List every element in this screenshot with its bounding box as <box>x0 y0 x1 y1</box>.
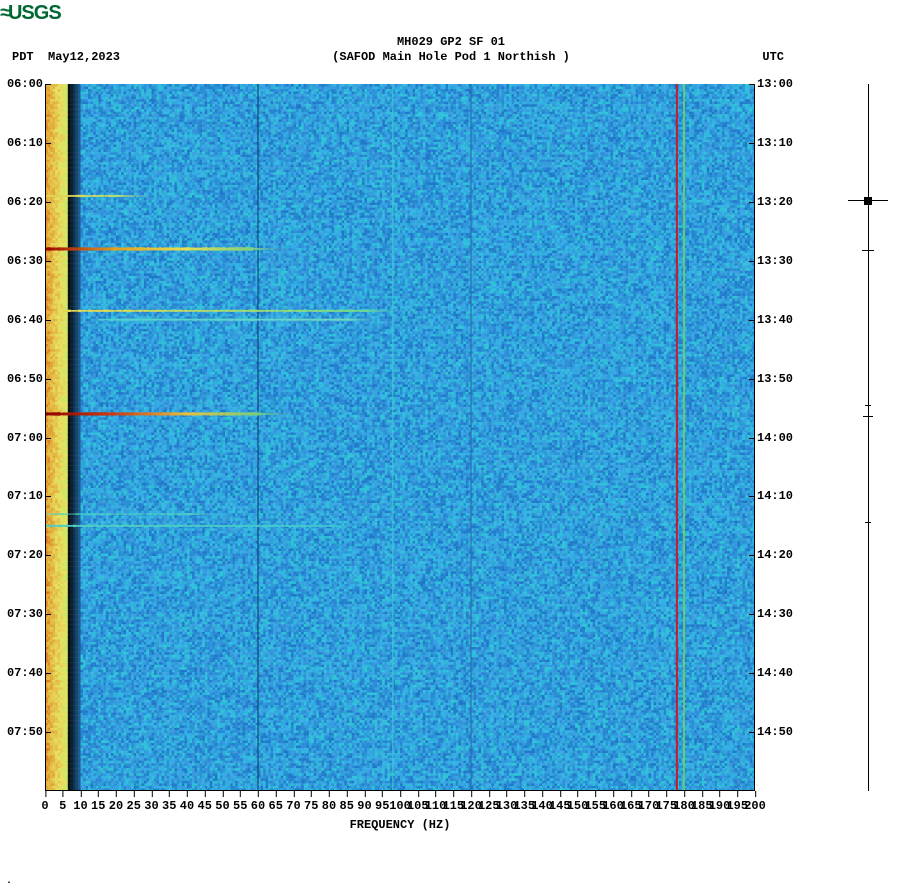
trace-blip <box>862 250 874 251</box>
x-tick: 90 <box>357 791 371 813</box>
x-tick: 50 <box>215 791 229 813</box>
x-tick: 35 <box>162 791 176 813</box>
y-tick-left: 07:50 <box>7 726 45 738</box>
x-tick: 55 <box>233 791 247 813</box>
footer-mark: . <box>6 876 12 887</box>
date-label: May12,2023 <box>48 50 120 64</box>
usgs-logo: ≈USGS <box>0 2 61 25</box>
y-tick-left: 06:40 <box>7 314 45 326</box>
y-tick-right: 13:10 <box>755 137 793 149</box>
x-tick: 20 <box>109 791 123 813</box>
x-tick: 40 <box>180 791 194 813</box>
y-axis-right: 13:0013:1013:2013:3013:4013:5014:0014:10… <box>755 84 810 791</box>
x-tick: 25 <box>127 791 141 813</box>
x-tick: 5 <box>59 791 66 813</box>
y-tick-right: 14:00 <box>755 432 793 444</box>
y-tick-left: 06:30 <box>7 255 45 267</box>
trace-blip <box>864 197 872 205</box>
y-tick-right: 14:50 <box>755 726 793 738</box>
title-line-1: MH029 GP2 SF 01 <box>0 35 902 49</box>
y-tick-left: 06:00 <box>7 78 45 90</box>
x-tick: 200 <box>744 791 766 813</box>
x-tick: 60 <box>251 791 265 813</box>
x-tick: 70 <box>286 791 300 813</box>
trace-blip <box>863 416 873 417</box>
y-tick-right: 14:10 <box>755 490 793 502</box>
x-tick: 0 <box>41 791 48 813</box>
x-tick: 10 <box>73 791 87 813</box>
spectrogram-plot <box>45 84 755 791</box>
y-tick-left: 06:10 <box>7 137 45 149</box>
y-tick-right: 14:40 <box>755 667 793 679</box>
x-tick: 30 <box>144 791 158 813</box>
x-tick: 15 <box>91 791 105 813</box>
x-tick: 85 <box>340 791 354 813</box>
y-axis-left: 06:0006:1006:2006:3006:4006:5007:0007:10… <box>0 84 45 791</box>
x-tick: 95 <box>375 791 389 813</box>
y-tick-left: 07:30 <box>7 608 45 620</box>
x-axis: 0510152025303540455055606570758085909510… <box>45 791 755 821</box>
x-tick: 65 <box>269 791 283 813</box>
x-axis-label: FREQUENCY (HZ) <box>45 818 755 832</box>
y-tick-right: 13:20 <box>755 196 793 208</box>
y-tick-right: 13:30 <box>755 255 793 267</box>
y-tick-left: 07:00 <box>7 432 45 444</box>
y-tick-left: 07:10 <box>7 490 45 502</box>
y-tick-right: 13:00 <box>755 78 793 90</box>
x-tick: 45 <box>198 791 212 813</box>
x-tick: 80 <box>322 791 336 813</box>
y-tick-right: 14:20 <box>755 549 793 561</box>
x-tick: 75 <box>304 791 318 813</box>
y-tick-left: 06:20 <box>7 196 45 208</box>
y-tick-right: 13:40 <box>755 314 793 326</box>
y-tick-right: 14:30 <box>755 608 793 620</box>
y-tick-left: 07:20 <box>7 549 45 561</box>
y-tick-left: 07:40 <box>7 667 45 679</box>
y-tick-right: 13:50 <box>755 373 793 385</box>
y-tick-left: 06:50 <box>7 373 45 385</box>
pdt-label: PDT <box>12 50 34 64</box>
trace-blip <box>865 405 871 406</box>
trace-blip <box>865 522 871 523</box>
utc-label: UTC <box>762 50 784 64</box>
side-trace <box>840 84 895 791</box>
